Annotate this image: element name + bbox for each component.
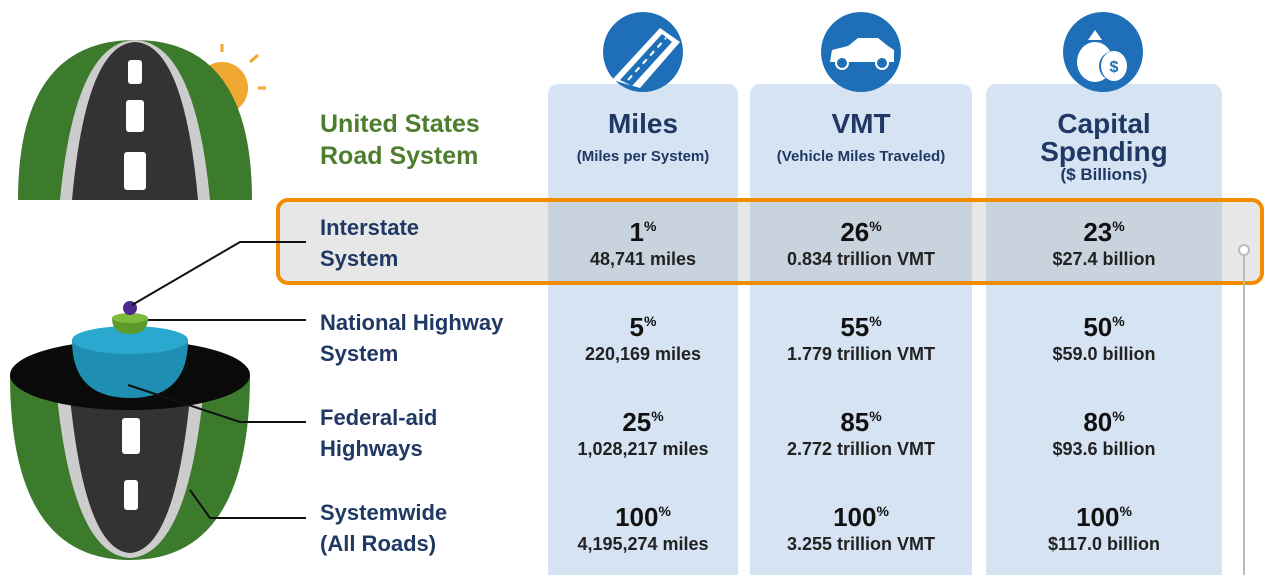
percent-unit: %: [644, 218, 657, 234]
money-icon: $: [1063, 12, 1143, 92]
percent: 23%: [986, 212, 1222, 246]
row-label-line: Highways: [320, 436, 423, 461]
column-header: Miles (Miles per System): [548, 108, 738, 166]
detail: $93.6 billion: [1052, 439, 1156, 459]
percent-value: 50: [1083, 312, 1113, 342]
cell: 80% $93.6 billion: [986, 402, 1222, 462]
car-icon: [821, 12, 901, 92]
percent-value: 25: [622, 407, 652, 437]
percent-value: 100: [1076, 502, 1120, 532]
detail: 48,741 miles: [589, 249, 697, 269]
cell: 100% 3.255 trillion VMT: [750, 497, 972, 557]
cell: 5% 220,169 miles: [548, 307, 738, 367]
percent: 26%: [750, 212, 972, 246]
percent-unit: %: [1112, 408, 1125, 424]
percent-unit: %: [1112, 218, 1125, 234]
percent-unit: %: [869, 218, 882, 234]
cell: 50% $59.0 billion: [986, 307, 1222, 367]
column-title: Spending: [1040, 136, 1168, 167]
percent-unit: %: [876, 503, 889, 519]
detail: 3.255 trillion VMT: [786, 534, 936, 554]
percent: 50%: [986, 307, 1222, 341]
percent-unit: %: [658, 503, 671, 519]
percent-unit: %: [644, 313, 657, 329]
title-line: Road System: [320, 142, 479, 170]
detail: 1.779 trillion VMT: [786, 344, 936, 364]
percent-value: 55: [840, 312, 870, 342]
percent-value: 100: [615, 502, 659, 532]
column-title: Miles: [607, 108, 679, 139]
percent-value: 5: [629, 312, 644, 342]
detail: $117.0 billion: [1047, 534, 1161, 554]
percent-unit: %: [651, 408, 664, 424]
percent: 100%: [986, 497, 1222, 531]
cell: 23% $27.4 billion: [986, 212, 1222, 272]
column-header: Capital Spending ($ Billions): [986, 110, 1222, 184]
column-title: Capital: [1057, 108, 1151, 139]
percent-value: 100: [833, 502, 877, 532]
cell: 25% 1,028,217 miles: [548, 402, 738, 462]
percent: 80%: [986, 402, 1222, 436]
cell: 100% $117.0 billion: [986, 497, 1222, 557]
cell: 26% 0.834 trillion VMT: [750, 212, 972, 272]
detail: 220,169 miles: [584, 344, 702, 364]
detail: 2.772 trillion VMT: [786, 439, 936, 459]
detail: 0.834 trillion VMT: [786, 249, 936, 269]
column-subtitle: (Vehicle Miles Traveled): [776, 148, 946, 165]
percent: 100%: [548, 497, 738, 531]
column-header: VMT (Vehicle Miles Traveled): [750, 108, 972, 166]
percent: 100%: [750, 497, 972, 531]
detail: 1,028,217 miles: [577, 439, 709, 459]
cell: 1% 48,741 miles: [548, 212, 738, 272]
percent-unit: %: [869, 313, 882, 329]
percent-value: 85: [840, 407, 870, 437]
column-panel: [548, 84, 738, 575]
detail: $27.4 billion: [1052, 249, 1156, 269]
row-label-line: Federal-aid: [320, 405, 438, 430]
row-label-line: (All Roads): [320, 531, 437, 556]
column-subtitle: (Miles per System): [576, 148, 710, 165]
road-icon: [603, 12, 683, 92]
percent-value: 26: [840, 217, 870, 247]
row-label-line: Interstate: [320, 215, 420, 240]
percent: 25%: [548, 402, 738, 436]
cell: 55% 1.779 trillion VMT: [750, 307, 972, 367]
percent-value: 80: [1083, 407, 1113, 437]
percent-unit: %: [1119, 503, 1132, 519]
column-subtitle: ($ Billions): [1060, 165, 1148, 184]
row-label: Interstate System: [320, 212, 419, 274]
top-dome: [18, 40, 266, 200]
row-label-line: System: [320, 246, 399, 271]
row-label: Federal-aid Highways: [320, 402, 437, 464]
leader-lines: [127, 241, 306, 519]
row-label: Systemwide (All Roads): [320, 497, 447, 559]
svg-text:$: $: [1110, 59, 1119, 76]
side-dot: [1238, 244, 1250, 256]
column-title: VMT: [831, 108, 891, 139]
percent-value: 23: [1083, 217, 1113, 247]
detail: 4,195,274 miles: [577, 534, 709, 554]
row-label-line: National Highway: [320, 310, 504, 335]
detail: $59.0 billion: [1052, 344, 1156, 364]
row-label-line: System: [320, 341, 399, 366]
row-label-line: Systemwide: [320, 500, 448, 525]
cell: 85% 2.772 trillion VMT: [750, 402, 972, 462]
percent: 55%: [750, 307, 972, 341]
bottom-bowl: [10, 301, 250, 560]
percent-value: 1: [629, 217, 644, 247]
column-panel: [750, 84, 972, 575]
percent-unit: %: [869, 408, 882, 424]
main-title: United States Road System: [320, 108, 480, 172]
percent: 5%: [548, 307, 738, 341]
row-label: National Highway System: [320, 307, 503, 369]
cell: 100% 4,195,274 miles: [548, 497, 738, 557]
percent: 1%: [548, 212, 738, 246]
title-line: United States: [320, 110, 480, 138]
column-panel: [986, 84, 1222, 575]
percent: 85%: [750, 402, 972, 436]
percent-unit: %: [1112, 313, 1125, 329]
